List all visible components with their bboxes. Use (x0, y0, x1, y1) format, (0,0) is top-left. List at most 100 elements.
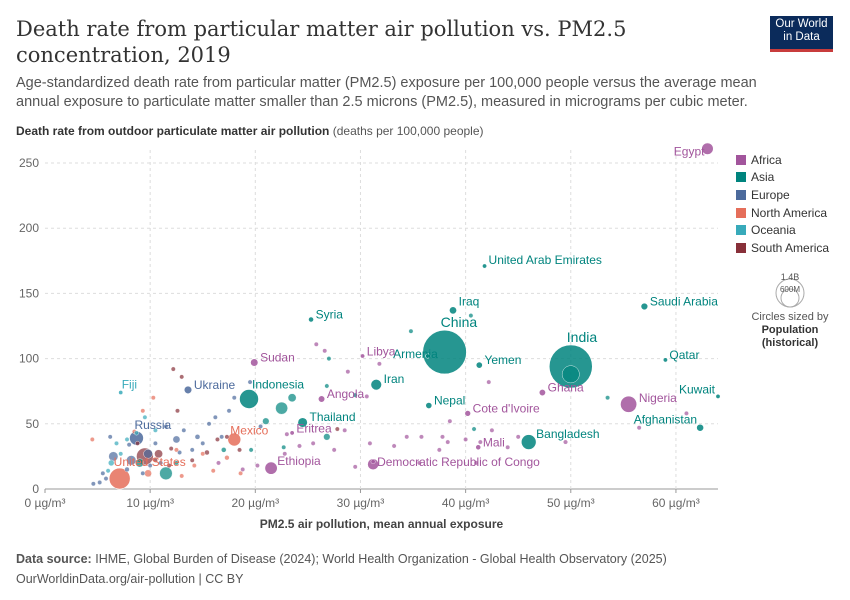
size-legend-small-circle (780, 288, 800, 308)
data-point (174, 460, 179, 466)
data-point (134, 430, 139, 436)
data-point-qatar (662, 357, 668, 363)
data-point (204, 449, 210, 456)
data-point (200, 440, 206, 446)
point-label: United Arab Emirates (489, 253, 602, 267)
data-point (255, 463, 260, 468)
data-point (364, 394, 370, 399)
data-point-egypt (701, 142, 714, 155)
size-legend-small-label: 600M (780, 285, 800, 294)
point-label: Yemen (484, 353, 521, 367)
data-point (174, 447, 179, 453)
data-point (342, 427, 348, 433)
data-point-mali (475, 444, 482, 451)
data-point (163, 424, 169, 429)
legend-item-europe[interactable]: Europe (736, 186, 829, 204)
data-source-label: Data source: (16, 552, 92, 566)
point-label: Nepal (434, 394, 465, 408)
data-point (505, 444, 511, 450)
logo-line-2: in Data (783, 31, 820, 43)
data-point (684, 410, 689, 416)
x-tick-label: 10 µg/m³ (126, 496, 174, 510)
region-legend: Africa Asia Europe North America Oceania Sout… (736, 151, 829, 257)
y-tick-label: 150 (19, 286, 39, 300)
data-point-syria (308, 316, 314, 323)
data-point (179, 473, 185, 479)
data-point-thailand (297, 417, 308, 428)
data-point (326, 356, 332, 362)
data-point (140, 408, 146, 414)
y-tick-label: 0 (32, 482, 39, 496)
data-point-ghana (538, 388, 546, 397)
chart-subtitle: Age-standardized death rate from particu… (16, 75, 757, 110)
data-point (247, 379, 253, 385)
data-point (436, 447, 442, 453)
point-label: Mexico (230, 423, 268, 437)
point-label: Libya (367, 344, 396, 358)
data-point-united-arab-emirates (482, 263, 488, 269)
legend-item-oceania[interactable]: Oceania (736, 221, 829, 239)
footer-url[interactable]: OurWorldinData.org/air-pollution | CC BY (16, 572, 244, 586)
data-point (248, 447, 254, 453)
legend-label: Europe (751, 187, 790, 202)
data-point (240, 467, 246, 472)
data-point (416, 460, 422, 466)
data-point (445, 439, 451, 445)
data-point (262, 417, 270, 425)
legend-label: Oceania (751, 223, 796, 238)
point-label: Iran (384, 372, 405, 386)
data-point (107, 434, 113, 440)
data-point (172, 435, 181, 444)
data-point (175, 408, 180, 414)
x-tick-label: 30 µg/m³ (337, 496, 385, 510)
data-source: Data source: IHME, Global Burden of Dise… (16, 549, 667, 569)
owid-logo[interactable]: Our World in Data (770, 16, 833, 52)
data-point (221, 447, 227, 453)
data-point (135, 458, 145, 468)
data-point (114, 440, 119, 446)
size-legend-variable-note: (historical) (761, 337, 819, 349)
x-axis-title: PM2.5 air pollution, mean annual exposur… (260, 517, 504, 531)
data-point (281, 444, 287, 450)
data-point (605, 395, 610, 401)
data-point (168, 446, 174, 451)
data-point-sudan (250, 358, 259, 367)
data-point (297, 443, 302, 449)
data-point (126, 455, 137, 466)
size-legend: 1.4B 600M Circles sized by Population (h… (737, 268, 843, 350)
data-point (194, 434, 201, 440)
legend-swatch (736, 242, 746, 253)
data-point-iraq (449, 306, 457, 315)
legend-item-africa[interactable]: Africa (736, 151, 829, 169)
y-axis-title-unit: (deaths per 100,000 people) (332, 124, 484, 138)
data-point (275, 401, 288, 415)
legend-swatch (736, 189, 746, 200)
data-point (89, 437, 95, 442)
data-point (370, 459, 376, 465)
data-point (143, 449, 153, 459)
data-point (237, 447, 242, 453)
y-tick-label: 100 (19, 352, 39, 366)
size-legend-variable: Population (761, 324, 819, 336)
point-label: Afghanistan (634, 413, 697, 427)
data-point-ukraine (183, 385, 193, 395)
data-point (153, 427, 158, 433)
data-point (191, 463, 197, 468)
data-point-united-states (108, 467, 131, 490)
data-point (404, 434, 410, 440)
point-label: Angola (327, 387, 365, 401)
data-point (181, 427, 187, 433)
data-point (90, 481, 96, 487)
point-label: Fiji (122, 378, 137, 392)
data-point (473, 460, 479, 466)
data-point (100, 470, 106, 476)
point-label: Kuwait (679, 382, 716, 396)
data-point (103, 476, 109, 481)
data-point (216, 460, 221, 466)
data-point (189, 447, 195, 453)
data-point-democratic-republic-of-congo (367, 458, 379, 471)
legend-item-north-america[interactable]: North America (736, 204, 829, 222)
size-legend-circles: 1.4B 600M (775, 272, 805, 308)
legend-item-asia[interactable]: Asia (736, 169, 829, 187)
legend-item-south-america[interactable]: South America (736, 239, 829, 257)
